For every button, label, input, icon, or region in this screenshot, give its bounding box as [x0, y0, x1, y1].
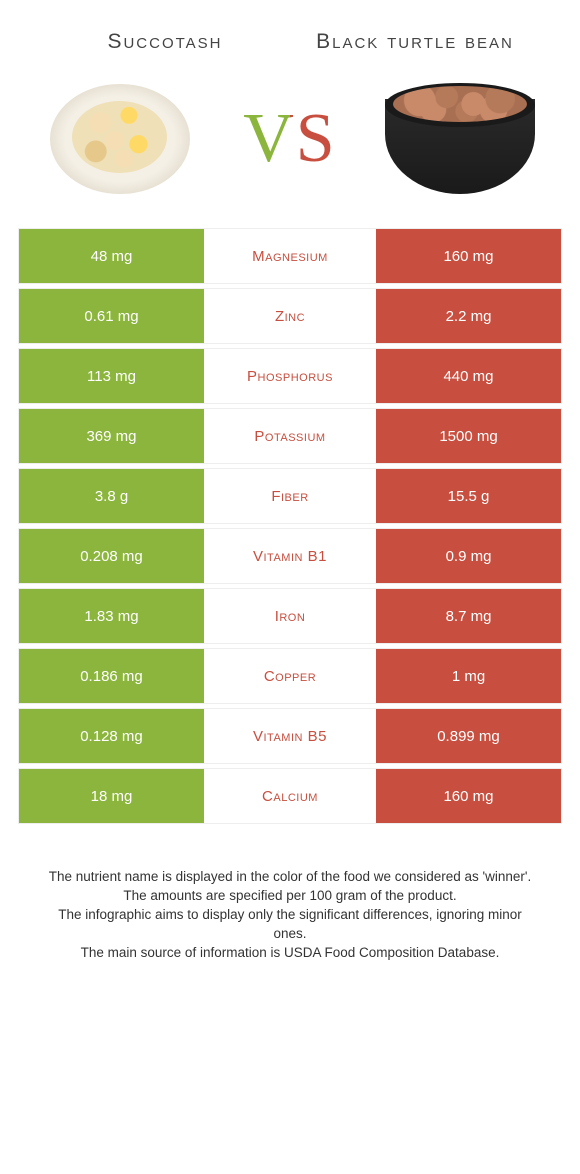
nutrient-name-cell: Calcium: [204, 769, 376, 823]
nutrient-row: 369 mgPotassium1500 mg: [18, 408, 562, 464]
comparison-table: 48 mgMagnesium160 mg0.61 mgZinc2.2 mg113…: [0, 228, 580, 824]
nutrient-row: 18 mgCalcium160 mg: [18, 768, 562, 824]
right-food-image: [380, 74, 540, 204]
left-value-cell: 3.8 g: [19, 469, 204, 523]
nutrient-name-cell: Fiber: [204, 469, 376, 523]
left-value-cell: 0.208 mg: [19, 529, 204, 583]
succotash-plate-icon: [50, 79, 190, 199]
nutrient-name-cell: Zinc: [204, 289, 376, 343]
nutrient-row: 1.83 mgIron8.7 mg: [18, 588, 562, 644]
left-value-cell: 113 mg: [19, 349, 204, 403]
nutrient-row: 48 mgMagnesium160 mg: [18, 228, 562, 284]
right-value-cell: 1500 mg: [376, 409, 561, 463]
right-value-cell: 2.2 mg: [376, 289, 561, 343]
left-value-cell: 369 mg: [19, 409, 204, 463]
right-value-cell: 8.7 mg: [376, 589, 561, 643]
right-value-cell: 15.5 g: [376, 469, 561, 523]
left-value-cell: 0.61 mg: [19, 289, 204, 343]
header-row: Succotash Black turtle bean: [0, 0, 580, 66]
right-value-cell: 0.899 mg: [376, 709, 561, 763]
left-value-cell: 18 mg: [19, 769, 204, 823]
nutrient-name-cell: Phosphorus: [204, 349, 376, 403]
nutrient-name-cell: Copper: [204, 649, 376, 703]
nutrient-row: 3.8 gFiber15.5 g: [18, 468, 562, 524]
right-value-cell: 160 mg: [376, 769, 561, 823]
left-food-title: Succotash: [40, 30, 290, 54]
left-value-cell: 0.128 mg: [19, 709, 204, 763]
nutrient-name-cell: Iron: [204, 589, 376, 643]
left-value-cell: 0.186 mg: [19, 649, 204, 703]
footer-line: The nutrient name is displayed in the co…: [40, 868, 540, 887]
nutrient-row: 0.128 mgVitamin B50.899 mg: [18, 708, 562, 764]
nutrient-name-cell: Vitamin B5: [204, 709, 376, 763]
nutrient-row: 0.186 mgCopper1 mg: [18, 648, 562, 704]
vs-label: VS: [243, 99, 336, 179]
nutrient-row: 0.208 mgVitamin B10.9 mg: [18, 528, 562, 584]
nutrient-row: 0.61 mgZinc2.2 mg: [18, 288, 562, 344]
left-value-cell: 48 mg: [19, 229, 204, 283]
footer-line: The main source of information is USDA F…: [40, 944, 540, 963]
nutrient-name-cell: Magnesium: [204, 229, 376, 283]
right-value-cell: 0.9 mg: [376, 529, 561, 583]
footer-line: The amounts are specified per 100 gram o…: [40, 887, 540, 906]
nutrient-name-cell: Vitamin B1: [204, 529, 376, 583]
nutrient-row: 113 mgPhosphorus440 mg: [18, 348, 562, 404]
footer-notes: The nutrient name is displayed in the co…: [0, 828, 580, 962]
right-value-cell: 1 mg: [376, 649, 561, 703]
right-value-cell: 440 mg: [376, 349, 561, 403]
left-food-image: [40, 74, 200, 204]
vs-row: VS: [0, 66, 580, 228]
right-value-cell: 160 mg: [376, 229, 561, 283]
nutrient-name-cell: Potassium: [204, 409, 376, 463]
left-value-cell: 1.83 mg: [19, 589, 204, 643]
right-food-title: Black turtle bean: [290, 30, 540, 54]
footer-line: The infographic aims to display only the…: [40, 906, 540, 944]
beans-bowl-icon: [385, 77, 535, 202]
